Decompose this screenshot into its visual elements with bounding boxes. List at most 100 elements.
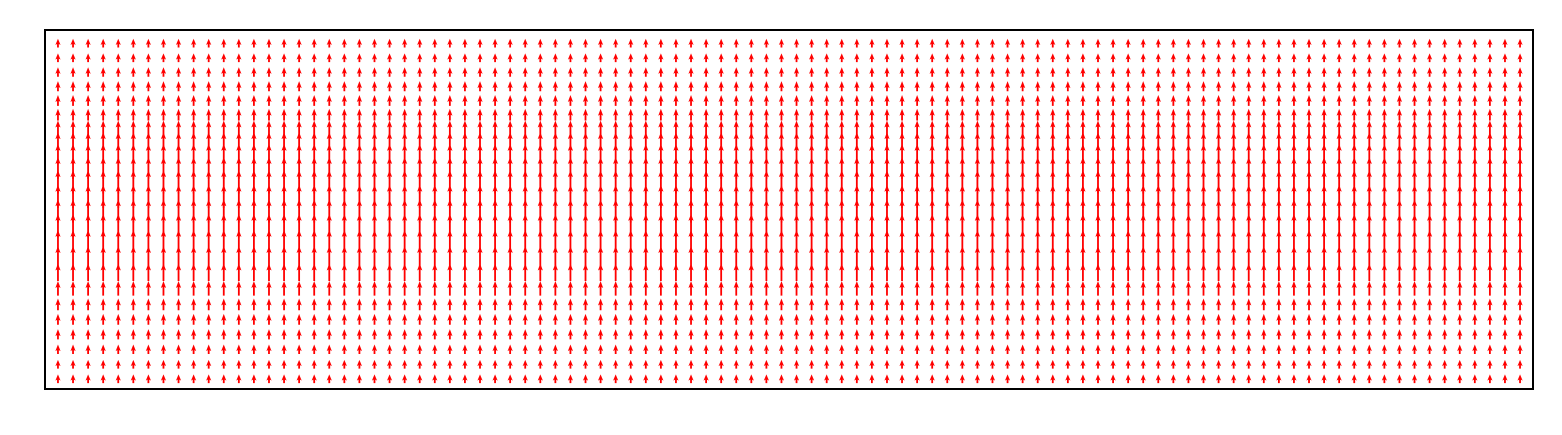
arrow bbox=[899, 170, 905, 194]
arrow bbox=[1050, 298, 1056, 311]
arrow bbox=[296, 184, 302, 209]
arrow bbox=[567, 156, 574, 179]
arrow bbox=[1502, 263, 1508, 282]
arrow bbox=[1366, 359, 1372, 369]
arrow bbox=[1276, 184, 1282, 209]
arrow bbox=[1366, 53, 1372, 63]
arrow bbox=[266, 170, 272, 194]
arrow bbox=[1065, 184, 1071, 209]
arrow bbox=[266, 329, 272, 340]
arrow bbox=[1306, 199, 1312, 223]
arrow bbox=[1020, 94, 1026, 106]
arrow bbox=[703, 38, 709, 48]
arrow bbox=[869, 344, 875, 354]
arrow bbox=[432, 229, 438, 252]
arrow bbox=[658, 263, 664, 282]
arrow bbox=[1291, 229, 1297, 252]
arrow bbox=[175, 298, 182, 311]
arrow bbox=[1185, 38, 1192, 48]
arrow bbox=[402, 132, 408, 150]
arrow bbox=[55, 38, 61, 48]
arrow bbox=[145, 67, 152, 77]
arrow bbox=[718, 298, 724, 311]
arrow bbox=[145, 281, 152, 296]
arrow bbox=[311, 213, 317, 238]
arrow bbox=[763, 67, 769, 77]
arrow bbox=[824, 359, 830, 369]
arrow bbox=[1457, 281, 1463, 296]
arrow bbox=[869, 263, 875, 282]
arrow bbox=[1396, 229, 1403, 252]
arrow bbox=[974, 329, 981, 340]
arrow bbox=[206, 132, 212, 150]
arrow bbox=[673, 298, 679, 311]
arrow bbox=[206, 329, 212, 340]
arrow bbox=[281, 170, 287, 194]
arrow bbox=[597, 170, 604, 194]
arrow bbox=[311, 374, 317, 384]
arrow bbox=[884, 298, 890, 311]
arrow bbox=[417, 108, 423, 121]
arrow bbox=[763, 184, 769, 209]
arrow bbox=[537, 143, 543, 165]
arrow bbox=[703, 329, 709, 340]
arrow bbox=[537, 184, 543, 209]
arrow bbox=[643, 298, 649, 311]
arrow bbox=[1140, 298, 1146, 311]
arrow bbox=[145, 313, 152, 325]
arrow bbox=[1426, 263, 1433, 282]
arrow bbox=[748, 156, 754, 179]
arrow bbox=[1291, 184, 1297, 209]
arrow bbox=[1306, 374, 1312, 384]
arrow bbox=[1200, 120, 1207, 136]
arrow bbox=[688, 156, 694, 179]
arrow bbox=[175, 359, 182, 369]
arrow bbox=[432, 199, 438, 223]
arrow bbox=[492, 81, 498, 92]
arrow bbox=[1004, 199, 1011, 223]
arrow bbox=[522, 245, 528, 267]
arrow bbox=[1110, 344, 1116, 354]
arrow bbox=[356, 298, 363, 311]
arrow bbox=[160, 245, 167, 267]
arrow bbox=[1411, 374, 1418, 384]
arrow bbox=[492, 344, 498, 354]
arrow bbox=[386, 359, 393, 369]
arrow bbox=[1125, 263, 1131, 282]
arrow bbox=[1517, 38, 1523, 48]
arrow bbox=[959, 213, 965, 238]
arrow bbox=[341, 94, 347, 106]
arrow bbox=[371, 120, 378, 136]
arrow bbox=[447, 120, 453, 136]
arrow bbox=[537, 263, 543, 282]
arrow bbox=[959, 81, 965, 92]
arrow bbox=[809, 81, 815, 92]
arrow bbox=[447, 108, 453, 121]
arrow bbox=[356, 143, 363, 165]
arrow bbox=[613, 67, 619, 77]
arrow bbox=[402, 263, 408, 282]
arrow bbox=[145, 184, 152, 209]
arrow bbox=[115, 170, 121, 194]
arrow bbox=[869, 38, 875, 48]
arrow bbox=[1487, 245, 1493, 267]
arrow bbox=[1517, 120, 1523, 136]
arrow bbox=[522, 281, 528, 296]
arrow bbox=[854, 281, 860, 296]
arrow bbox=[507, 313, 513, 325]
arrow bbox=[1050, 359, 1056, 369]
arrow bbox=[236, 245, 242, 267]
arrow bbox=[1095, 81, 1101, 92]
arrow bbox=[281, 263, 287, 282]
arrow bbox=[733, 298, 739, 311]
arrow bbox=[552, 245, 558, 267]
arrow bbox=[748, 344, 754, 354]
arrow bbox=[778, 156, 785, 179]
arrow bbox=[552, 67, 558, 77]
arrow bbox=[130, 81, 136, 92]
arrow bbox=[236, 281, 242, 296]
arrow bbox=[537, 120, 543, 136]
arrow bbox=[1080, 281, 1086, 296]
arrow bbox=[100, 184, 106, 209]
arrow bbox=[1035, 143, 1041, 165]
